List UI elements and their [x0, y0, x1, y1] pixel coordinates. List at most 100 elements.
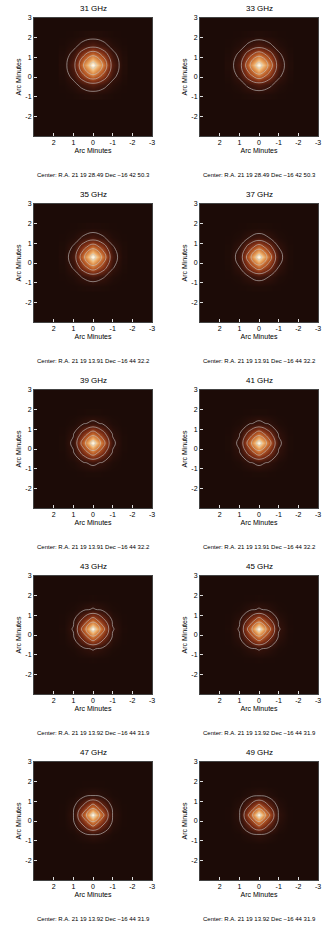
svg-text:Center: R.A. 21 19 13.92 Dec −: Center: R.A. 21 19 13.92 Dec −16 44 31.9: [203, 916, 316, 922]
svg-text:-2: -2: [25, 485, 31, 492]
svg-text:-2: -2: [129, 139, 135, 146]
svg-text:3: 3: [28, 572, 32, 579]
svg-text:Arc Minutes: Arc Minutes: [15, 616, 22, 653]
svg-text:0: 0: [257, 511, 261, 518]
svg-text:0: 0: [28, 445, 32, 452]
svg-text:41 GHz: 41 GHz: [246, 376, 273, 385]
svg-text:0: 0: [28, 817, 32, 824]
svg-text:3: 3: [194, 758, 198, 765]
svg-text:1: 1: [194, 54, 198, 61]
svg-text:-2: -2: [191, 671, 197, 678]
svg-text:-3: -3: [149, 325, 155, 332]
svg-text:-2: -2: [25, 857, 31, 864]
svg-text:2: 2: [28, 778, 32, 785]
svg-text:-1: -1: [25, 279, 31, 286]
svg-text:2: 2: [52, 697, 56, 704]
svg-text:43 GHz: 43 GHz: [80, 562, 107, 571]
svg-text:-1: -1: [110, 139, 116, 146]
svg-text:-3: -3: [149, 511, 155, 518]
svg-text:Arc Minutes: Arc Minutes: [75, 891, 112, 898]
svg-text:-1: -1: [25, 651, 31, 658]
svg-text:0: 0: [257, 697, 261, 704]
svg-text:1: 1: [28, 798, 32, 805]
svg-text:-2: -2: [25, 113, 31, 120]
svg-text:1: 1: [194, 426, 198, 433]
svg-text:2: 2: [218, 511, 222, 518]
svg-text:-1: -1: [276, 139, 282, 146]
svg-text:Center: R.A. 21 19 13.91 Dec −: Center: R.A. 21 19 13.91 Dec −16 44 32.2: [37, 544, 150, 550]
svg-text:2: 2: [194, 220, 198, 227]
svg-text:Center: R.A. 21 19 13.92 Dec −: Center: R.A. 21 19 13.92 Dec −16 44 31.9: [37, 916, 150, 922]
svg-text:0: 0: [194, 817, 198, 824]
svg-text:-3: -3: [315, 139, 321, 146]
svg-text:3: 3: [194, 14, 198, 21]
svg-text:1: 1: [71, 511, 75, 518]
svg-text:2: 2: [218, 883, 222, 890]
svg-text:0: 0: [194, 631, 198, 638]
svg-text:Arc Minutes: Arc Minutes: [181, 802, 188, 839]
svg-text:2: 2: [52, 511, 56, 518]
svg-text:-2: -2: [295, 697, 301, 704]
svg-text:0: 0: [91, 139, 95, 146]
svg-text:-1: -1: [276, 697, 282, 704]
svg-text:-2: -2: [129, 883, 135, 890]
svg-text:0: 0: [91, 511, 95, 518]
svg-text:3: 3: [28, 386, 32, 393]
svg-text:-2: -2: [191, 485, 197, 492]
svg-text:Center: R.A. 21 19 13.92 Dec −: Center: R.A. 21 19 13.92 Dec −16 44 31.9: [203, 730, 316, 736]
svg-text:47 GHz: 47 GHz: [80, 748, 107, 757]
svg-text:-2: -2: [191, 857, 197, 864]
svg-text:3: 3: [194, 200, 198, 207]
svg-text:-1: -1: [191, 93, 197, 100]
svg-text:3: 3: [194, 386, 198, 393]
svg-text:Arc Minutes: Arc Minutes: [181, 430, 188, 467]
svg-text:-1: -1: [25, 465, 31, 472]
svg-text:Arc Minutes: Arc Minutes: [181, 58, 188, 95]
svg-text:Center: R.A. 21 19 13.92 Dec −: Center: R.A. 21 19 13.92 Dec −16 44 31.9: [37, 730, 150, 736]
svg-text:Arc Minutes: Arc Minutes: [241, 891, 278, 898]
svg-text:Center: R.A. 21 19 13.91 Dec −: Center: R.A. 21 19 13.91 Dec −16 44 32.2: [203, 358, 316, 364]
svg-text:0: 0: [28, 259, 32, 266]
svg-text:-2: -2: [25, 299, 31, 306]
svg-text:0: 0: [257, 139, 261, 146]
svg-text:-3: -3: [149, 697, 155, 704]
svg-text:2: 2: [52, 325, 56, 332]
svg-text:-1: -1: [110, 325, 116, 332]
svg-text:3: 3: [28, 758, 32, 765]
svg-text:-1: -1: [276, 325, 282, 332]
svg-text:-1: -1: [110, 883, 116, 890]
svg-text:37 GHz: 37 GHz: [246, 190, 273, 199]
svg-text:Arc Minutes: Arc Minutes: [241, 147, 278, 154]
svg-text:0: 0: [91, 325, 95, 332]
svg-text:1: 1: [237, 883, 241, 890]
svg-text:Center: R.A. 21 19 13.91 Dec −: Center: R.A. 21 19 13.91 Dec −16 44 32.2: [203, 544, 316, 550]
svg-text:2: 2: [218, 697, 222, 704]
svg-text:Arc Minutes: Arc Minutes: [15, 244, 22, 281]
svg-text:Arc Minutes: Arc Minutes: [75, 519, 112, 526]
svg-text:-3: -3: [149, 883, 155, 890]
svg-text:Arc Minutes: Arc Minutes: [75, 333, 112, 340]
svg-text:Arc Minutes: Arc Minutes: [241, 519, 278, 526]
svg-text:-2: -2: [129, 697, 135, 704]
svg-text:1: 1: [237, 697, 241, 704]
svg-text:1: 1: [194, 612, 198, 619]
svg-text:0: 0: [91, 697, 95, 704]
svg-text:1: 1: [194, 798, 198, 805]
svg-text:1: 1: [28, 612, 32, 619]
svg-text:-1: -1: [191, 279, 197, 286]
svg-text:0: 0: [194, 259, 198, 266]
svg-text:Arc Minutes: Arc Minutes: [181, 244, 188, 281]
svg-text:-2: -2: [295, 883, 301, 890]
svg-text:49 GHz: 49 GHz: [246, 748, 273, 757]
svg-text:1: 1: [237, 139, 241, 146]
svg-text:1: 1: [28, 54, 32, 61]
svg-text:1: 1: [71, 325, 75, 332]
svg-text:-2: -2: [295, 511, 301, 518]
svg-text:Arc Minutes: Arc Minutes: [15, 430, 22, 467]
svg-text:1: 1: [237, 325, 241, 332]
svg-text:0: 0: [257, 325, 261, 332]
svg-text:1: 1: [71, 139, 75, 146]
svg-text:Center: R.A. 21 19 13.91 Dec −: Center: R.A. 21 19 13.91 Dec −16 44 32.2: [37, 358, 150, 364]
svg-text:-2: -2: [191, 299, 197, 306]
svg-text:-2: -2: [295, 325, 301, 332]
